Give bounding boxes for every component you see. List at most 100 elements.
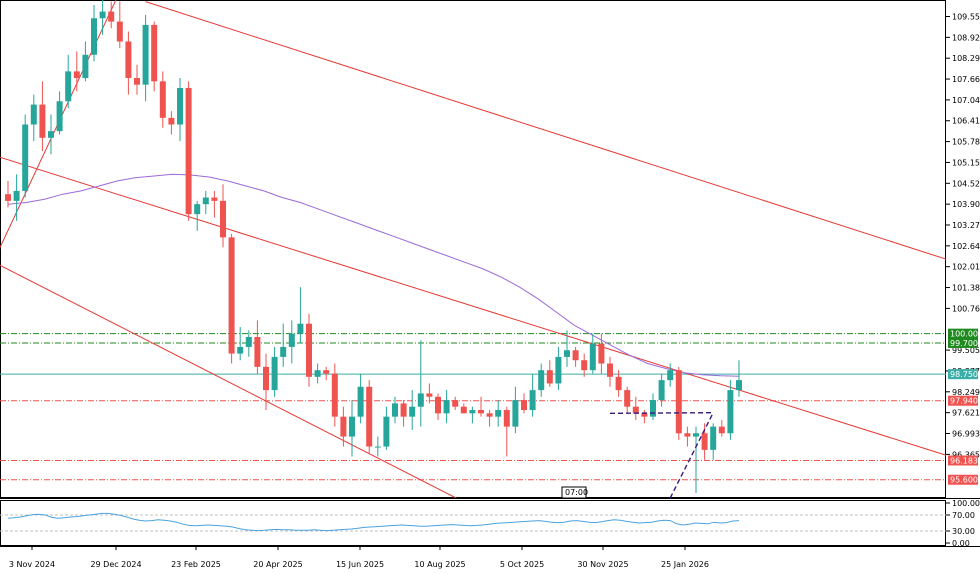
candle[interactable] (538, 363, 545, 397)
trendline-0[interactable] (0, 0, 120, 267)
candle[interactable] (469, 406, 476, 424)
candle[interactable] (736, 360, 742, 397)
candle[interactable] (512, 386, 519, 434)
candle[interactable] (383, 406, 390, 450)
candle[interactable] (641, 410, 648, 424)
candle[interactable] (581, 353, 588, 377)
candle[interactable] (280, 323, 287, 367)
candle[interactable] (185, 81, 192, 221)
candle[interactable] (13, 174, 20, 221)
candle[interactable] (159, 71, 166, 128)
candle[interactable] (56, 91, 63, 135)
candle[interactable] (443, 390, 450, 424)
price-tag[interactable]: 99.700 (948, 337, 978, 348)
candle[interactable] (357, 373, 364, 424)
candle[interactable] (366, 380, 373, 454)
candle[interactable] (400, 400, 407, 427)
price-tag[interactable]: 96.183 (948, 455, 978, 466)
candle[interactable] (684, 426, 691, 447)
candle[interactable] (564, 330, 570, 367)
trendline-2[interactable] (0, 154, 971, 463)
candle[interactable] (460, 403, 467, 414)
candle[interactable] (108, 1, 115, 29)
candle[interactable] (245, 330, 252, 357)
candle[interactable] (91, 4, 97, 62)
candle[interactable] (667, 363, 674, 387)
candle[interactable] (48, 114, 54, 155)
candle[interactable] (211, 190, 218, 218)
candle[interactable] (237, 327, 244, 361)
price-tag[interactable]: 95.600 (948, 474, 978, 485)
candle[interactable] (435, 393, 441, 420)
candle[interactable] (572, 346, 579, 367)
candle[interactable] (374, 436, 381, 457)
candle[interactable] (30, 94, 37, 142)
candle[interactable] (529, 373, 536, 417)
candle[interactable] (99, 0, 106, 35)
candle-body (340, 416, 347, 437)
candle[interactable] (151, 21, 158, 92)
candle[interactable] (495, 400, 502, 427)
trendline-1[interactable] (145, 1, 972, 268)
candle[interactable] (314, 363, 321, 384)
candle[interactable] (5, 180, 11, 208)
candle[interactable] (409, 390, 416, 430)
candle[interactable] (331, 363, 338, 427)
candle[interactable] (452, 396, 459, 411)
candle[interactable] (727, 380, 734, 440)
candle[interactable] (718, 419, 725, 437)
trendline-3[interactable] (0, 261, 472, 507)
candle[interactable] (194, 200, 201, 231)
candle[interactable] (142, 14, 149, 102)
candle[interactable] (701, 423, 708, 460)
candle[interactable] (598, 333, 605, 374)
candle[interactable] (589, 333, 596, 374)
candle[interactable] (417, 340, 424, 427)
candle[interactable] (254, 320, 261, 374)
candle[interactable] (65, 54, 72, 108)
candle[interactable] (650, 393, 656, 420)
candle[interactable] (22, 114, 29, 198)
price-tag[interactable]: 97.940 (948, 395, 978, 406)
candle[interactable] (710, 423, 717, 460)
candle[interactable] (116, 1, 123, 49)
pattern-neckline[interactable] (609, 411, 714, 415)
candle[interactable] (624, 386, 631, 414)
candle[interactable] (632, 396, 639, 420)
candle[interactable] (202, 190, 209, 215)
candle[interactable] (125, 31, 132, 95)
price-tag[interactable]: 98.750 (948, 369, 978, 380)
candle[interactable] (607, 356, 613, 387)
candle[interactable] (675, 366, 682, 440)
candle[interactable] (546, 360, 553, 387)
candle[interactable] (73, 51, 80, 92)
candle[interactable] (340, 406, 347, 447)
candle[interactable] (288, 320, 295, 364)
candle[interactable] (349, 400, 355, 457)
candle[interactable] (297, 287, 304, 344)
candle[interactable] (168, 111, 175, 135)
candle-body (5, 194, 11, 201)
candle[interactable] (82, 41, 89, 82)
candle[interactable] (271, 346, 278, 397)
candle[interactable] (555, 346, 562, 391)
candle[interactable] (39, 81, 46, 152)
candle[interactable] (693, 426, 699, 494)
candle[interactable] (134, 64, 140, 95)
candle[interactable] (323, 366, 330, 381)
candle[interactable] (658, 373, 665, 407)
candle[interactable] (177, 78, 183, 142)
candle[interactable] (615, 370, 622, 397)
candle[interactable] (521, 393, 527, 414)
candle[interactable] (478, 396, 484, 417)
candle[interactable] (426, 383, 433, 404)
candle[interactable] (263, 353, 269, 411)
candle[interactable] (228, 234, 235, 364)
candle[interactable] (392, 396, 398, 424)
candle[interactable] (486, 410, 493, 427)
candle[interactable] (503, 406, 510, 457)
candle[interactable] (306, 313, 312, 387)
candle[interactable] (220, 184, 226, 248)
price-tag[interactable]: 100.000 (948, 328, 980, 339)
